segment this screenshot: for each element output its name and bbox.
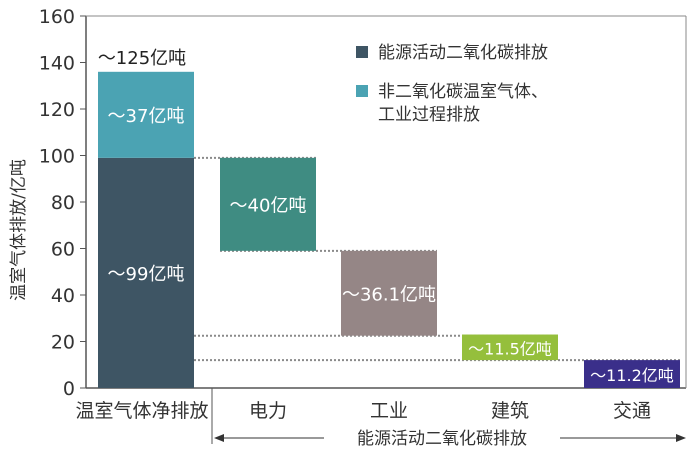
- legend-swatch-energy: [356, 46, 368, 58]
- y-tick-label: 0: [63, 378, 75, 400]
- legend-label-non-co2-line2: 工业过程排放: [378, 105, 480, 125]
- group-label: 能源活动二氧化碳排放: [357, 429, 527, 449]
- legend: 能源活动二氧化碳排放 非二氧化碳温室气体、 工业过程排放: [356, 43, 548, 125]
- data-label-交通: ～11.2亿吨: [590, 366, 674, 385]
- x-tick-label-建筑: 建筑: [491, 400, 529, 422]
- data-label-total-energy: ～99亿吨: [108, 264, 185, 285]
- y-tick-label: 100: [39, 146, 75, 168]
- bar-建筑: [462, 334, 558, 361]
- data-label-total-non_co2: ～37亿吨: [108, 106, 185, 127]
- bar-交通: [584, 360, 680, 388]
- group-bracket: 能源活动二氧化碳排放: [214, 429, 686, 449]
- data-label-total: ～125亿吨: [98, 48, 186, 69]
- y-axis-title: 温室气体排放/亿吨: [9, 159, 29, 301]
- x-tick-label-交通: 交通: [613, 400, 651, 422]
- bar-total-energy: [98, 157, 194, 388]
- y-tick-label: 20: [51, 332, 75, 354]
- data-label-建筑: ～11.5亿吨: [468, 339, 552, 358]
- bar-工业: [341, 250, 437, 336]
- bar-total-non_co2: [98, 71, 194, 158]
- y-tick-label: 60: [51, 239, 75, 261]
- y-tick-label: 120: [39, 99, 75, 121]
- legend-label-energy: 能源活动二氧化碳排放: [378, 43, 548, 63]
- x-tick-label-工业: 工业: [370, 400, 408, 422]
- data-label-电力: ～40亿吨: [230, 195, 307, 216]
- y-tick-label: 160: [39, 6, 75, 28]
- x-tick-label-电力: 电力: [249, 400, 287, 422]
- y-tick-label: 140: [39, 53, 75, 75]
- x-tick-label-total: 温室气体净排放: [75, 400, 208, 422]
- y-tick-label: 80: [51, 192, 75, 214]
- y-tick-label: 40: [51, 285, 75, 307]
- legend-swatch-non-co2: [356, 85, 368, 97]
- data-label-工业: ～36.1亿吨: [342, 284, 436, 305]
- bar-电力: [220, 157, 316, 251]
- legend-label-non-co2-line1: 非二氧化碳温室气体、: [378, 82, 548, 102]
